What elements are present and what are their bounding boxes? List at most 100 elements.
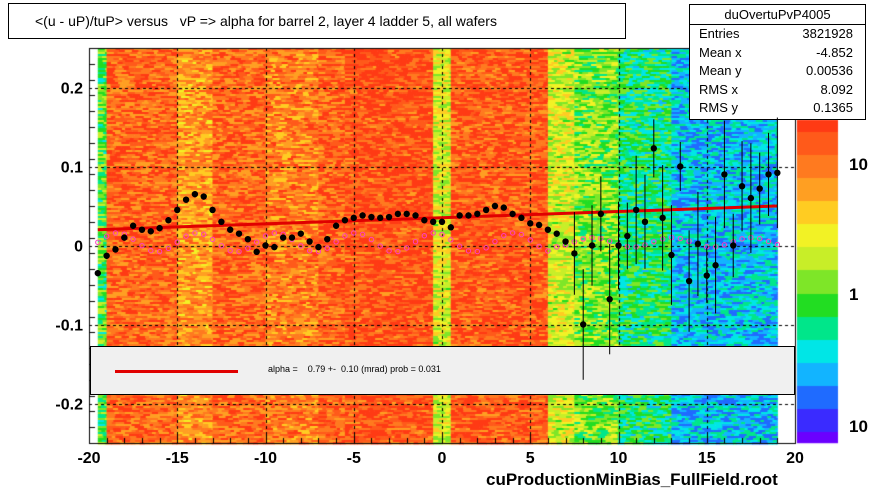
profile-point [359,212,366,219]
secondary-point [395,248,401,255]
fit-legend-line [115,370,238,373]
y-tick-label: 0.1 [61,160,83,177]
profile-point [403,210,410,218]
secondary-point [342,233,348,239]
profile-point [385,213,393,221]
secondary-point [651,239,657,245]
secondary-point [509,230,516,236]
secondary-point [262,233,269,239]
secondary-point [465,248,472,254]
profile-point [200,193,207,200]
secondary-point [677,235,683,242]
profile-point [138,226,146,233]
y-tick-label: -0.1 [55,318,83,335]
x-tick-label: -15 [166,450,189,467]
profile-point [288,234,296,241]
x-tick-label: 5 [526,450,535,467]
profile-point [218,218,225,225]
profile-point [235,230,243,237]
profile-point [668,251,675,259]
profile-point [527,220,534,227]
stats-row-rms-x: RMS x 8.092 [690,81,865,100]
secondary-point [271,230,278,236]
x-tick-label: -10 [254,450,277,467]
secondary-point [545,248,551,254]
profile-point [244,235,252,243]
stats-value: -4.852 [816,44,853,60]
secondary-point [580,236,586,242]
profile-point [182,196,190,203]
profile-point [332,222,340,229]
secondary-point [483,245,489,251]
secondary-point [448,237,454,243]
profile-point [456,212,463,219]
secondary-point [201,231,207,237]
stats-row-mean-y: Mean y 0.00536 [690,62,865,81]
profile-point [209,206,216,214]
x-tick-label: -5 [347,450,361,467]
profile-point [121,234,128,241]
profile-point [597,210,605,218]
profile-point [738,183,746,190]
profile-point [350,214,357,222]
profile-point [544,226,552,233]
x-tick-label: 15 [698,450,716,467]
profile-point [632,206,640,214]
profile-point [438,218,446,225]
profile-point [315,243,322,251]
fit-line [97,204,778,232]
profile-point [165,217,172,224]
secondary-point [501,232,507,239]
stats-key: Mean y [699,63,742,78]
profile-point [306,238,313,245]
secondary-point [227,247,233,254]
secondary-point [165,245,172,252]
secondary-point [148,247,154,254]
stats-value: 0.00536 [806,63,853,78]
profile-point [509,210,516,218]
profile-point [474,210,481,218]
profile-point [730,242,737,249]
stats-key: Entries [699,26,740,41]
secondary-point [324,245,330,251]
secondary-point [606,238,613,244]
secondary-point [527,237,533,243]
profile-point [253,248,260,256]
fit-legend-text: alpha = 0.79 +- 0.10 (mrad) prob = 0.031 [268,364,441,374]
footer-filename: cuProductionMinBias_FullField.root [486,470,778,489]
fit-legend: alpha = 0.79 +- 0.10 (mrad) prob = 0.031 [90,346,795,395]
secondary-point [359,231,366,238]
secondary-point [439,231,445,238]
profile-point [677,163,684,170]
profile-point [703,272,710,279]
profile-point [580,321,587,328]
profile-point [641,218,649,225]
stats-key: RMS y [699,100,738,115]
profile-point [712,262,719,269]
profile-point [147,228,154,235]
profile-point [156,224,163,232]
x-tick-label: -20 [77,450,100,467]
secondary-point [518,231,525,238]
chart-title: <(u - uP)/tuP> versus vP => alpha for ba… [8,3,626,39]
secondary-point [404,245,410,251]
stats-row-entries: Entries 3821928 [690,25,865,44]
secondary-point [554,244,560,250]
stats-name: duOvertuPvP4005 [690,5,865,25]
stats-box: duOvertuPvP4005 Entries 3821928 Mean x -… [689,4,866,120]
y-tick-label: 0 [74,239,83,256]
secondary-point [95,239,101,246]
secondary-point [739,236,745,242]
secondary-point [377,243,383,249]
stats-key: RMS x [699,81,738,97]
colorbar-tick-label: 10 [849,417,868,436]
secondary-point [192,230,198,236]
secondary-point [492,238,498,245]
stats-row-rms-y: RMS y 0.1365 [690,99,865,118]
profile-point [685,277,693,285]
secondary-point [183,233,189,239]
profile-point [262,242,269,249]
profile-point [624,232,631,240]
secondary-point [298,243,304,249]
secondary-point [536,243,542,250]
